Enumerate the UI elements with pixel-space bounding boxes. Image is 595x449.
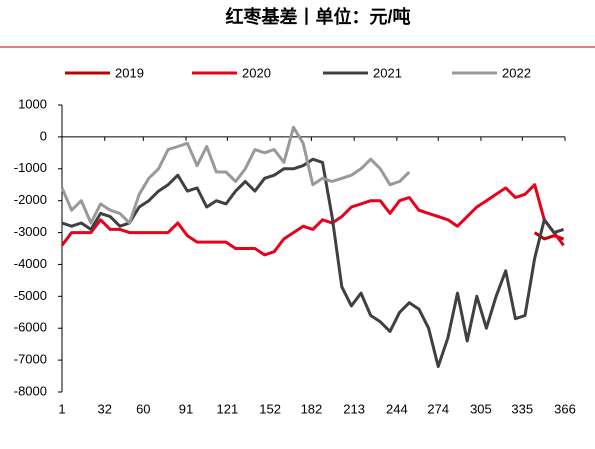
legend-label: 2022 [502,65,531,80]
y-tick-label: -6000 [14,320,47,335]
y-tick-label: -2000 [14,192,47,207]
x-tick-label: 366 [554,401,576,416]
y-tick-label: -8000 [14,383,47,398]
x-tick-label: 152 [259,401,281,416]
x-tick-label: 1 [58,401,65,416]
x-tick-label: 213 [343,401,365,416]
y-tick-label: -5000 [14,288,47,303]
x-tick-label: 182 [301,401,323,416]
y-tick-label: 0 [40,128,47,143]
y-tick-label: -7000 [14,352,47,367]
y-tick-label: -4000 [14,256,47,271]
series-line [60,125,411,225]
legend-label: 2021 [373,65,402,80]
x-tick-label: 91 [179,401,193,416]
y-tick-label: 1000 [18,96,47,111]
x-tick-label: 244 [386,401,408,416]
x-tick-label: 305 [470,401,492,416]
series-line [61,157,565,368]
x-tick-label: 335 [511,401,533,416]
x-tick-label: 121 [217,401,239,416]
y-tick-label: -3000 [14,224,47,239]
legend-label: 2020 [242,65,271,80]
x-tick-label: 60 [136,401,150,416]
chart-title: 红枣基差丨单位：元/吨 [226,6,411,27]
x-tick-label: 274 [427,401,449,416]
x-tick-label: 32 [97,401,111,416]
y-tick-label: -1000 [14,160,47,175]
series-line [60,183,565,257]
legend-label: 2019 [115,65,144,80]
